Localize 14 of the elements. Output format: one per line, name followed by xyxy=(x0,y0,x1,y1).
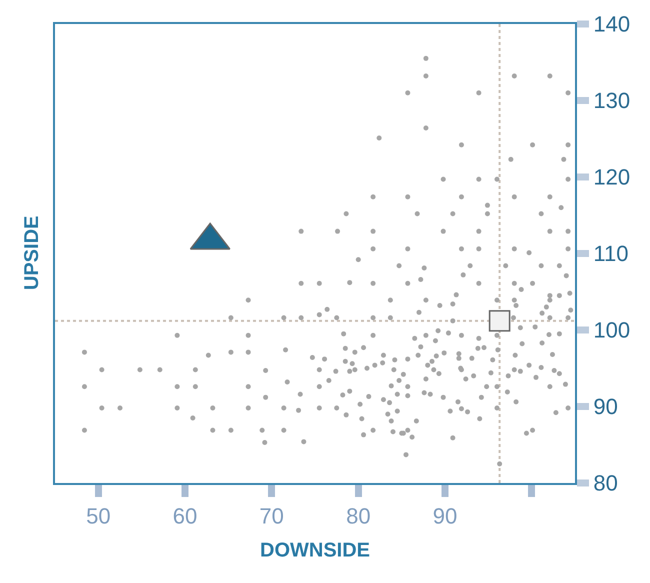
y-axis-title: UPSIDE xyxy=(21,216,44,290)
y-tick-label: 100 xyxy=(593,318,630,343)
x-tick-label: 90 xyxy=(432,503,458,528)
y-tick-label: 130 xyxy=(593,88,630,114)
x-tick-label: 70 xyxy=(259,503,284,528)
x-axis-title: DOWNSIDE xyxy=(260,539,370,562)
y-tick-label: 140 xyxy=(593,12,630,37)
y-tick-label: 80 xyxy=(593,470,618,496)
x-tick-label: 60 xyxy=(172,503,198,528)
x-tick-label: 50 xyxy=(86,503,111,528)
y-tick-label: 110 xyxy=(593,241,628,266)
y-tick-label: 120 xyxy=(593,164,630,190)
x-tick-label: 80 xyxy=(346,503,371,528)
y-tick-label: 90 xyxy=(593,394,618,420)
